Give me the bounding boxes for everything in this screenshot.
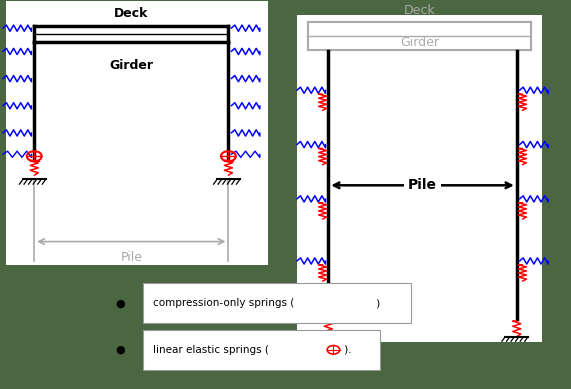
Text: linear elastic springs (: linear elastic springs ( <box>153 345 272 355</box>
Text: ●: ● <box>115 298 125 308</box>
Text: Girder: Girder <box>109 58 154 72</box>
Text: Girder: Girder <box>400 36 439 49</box>
FancyBboxPatch shape <box>143 284 411 323</box>
Text: ●: ● <box>115 345 125 355</box>
Text: Deck: Deck <box>114 7 148 20</box>
Text: compression-only springs (: compression-only springs ( <box>153 298 297 308</box>
FancyBboxPatch shape <box>143 330 380 370</box>
Bar <box>6 1 268 265</box>
Text: ).: ). <box>341 345 352 355</box>
Text: Deck: Deck <box>404 4 436 17</box>
Bar <box>297 15 542 342</box>
Text: Pile: Pile <box>120 251 142 264</box>
Text: Pile: Pile <box>408 178 437 192</box>
Text: ): ) <box>373 298 380 308</box>
